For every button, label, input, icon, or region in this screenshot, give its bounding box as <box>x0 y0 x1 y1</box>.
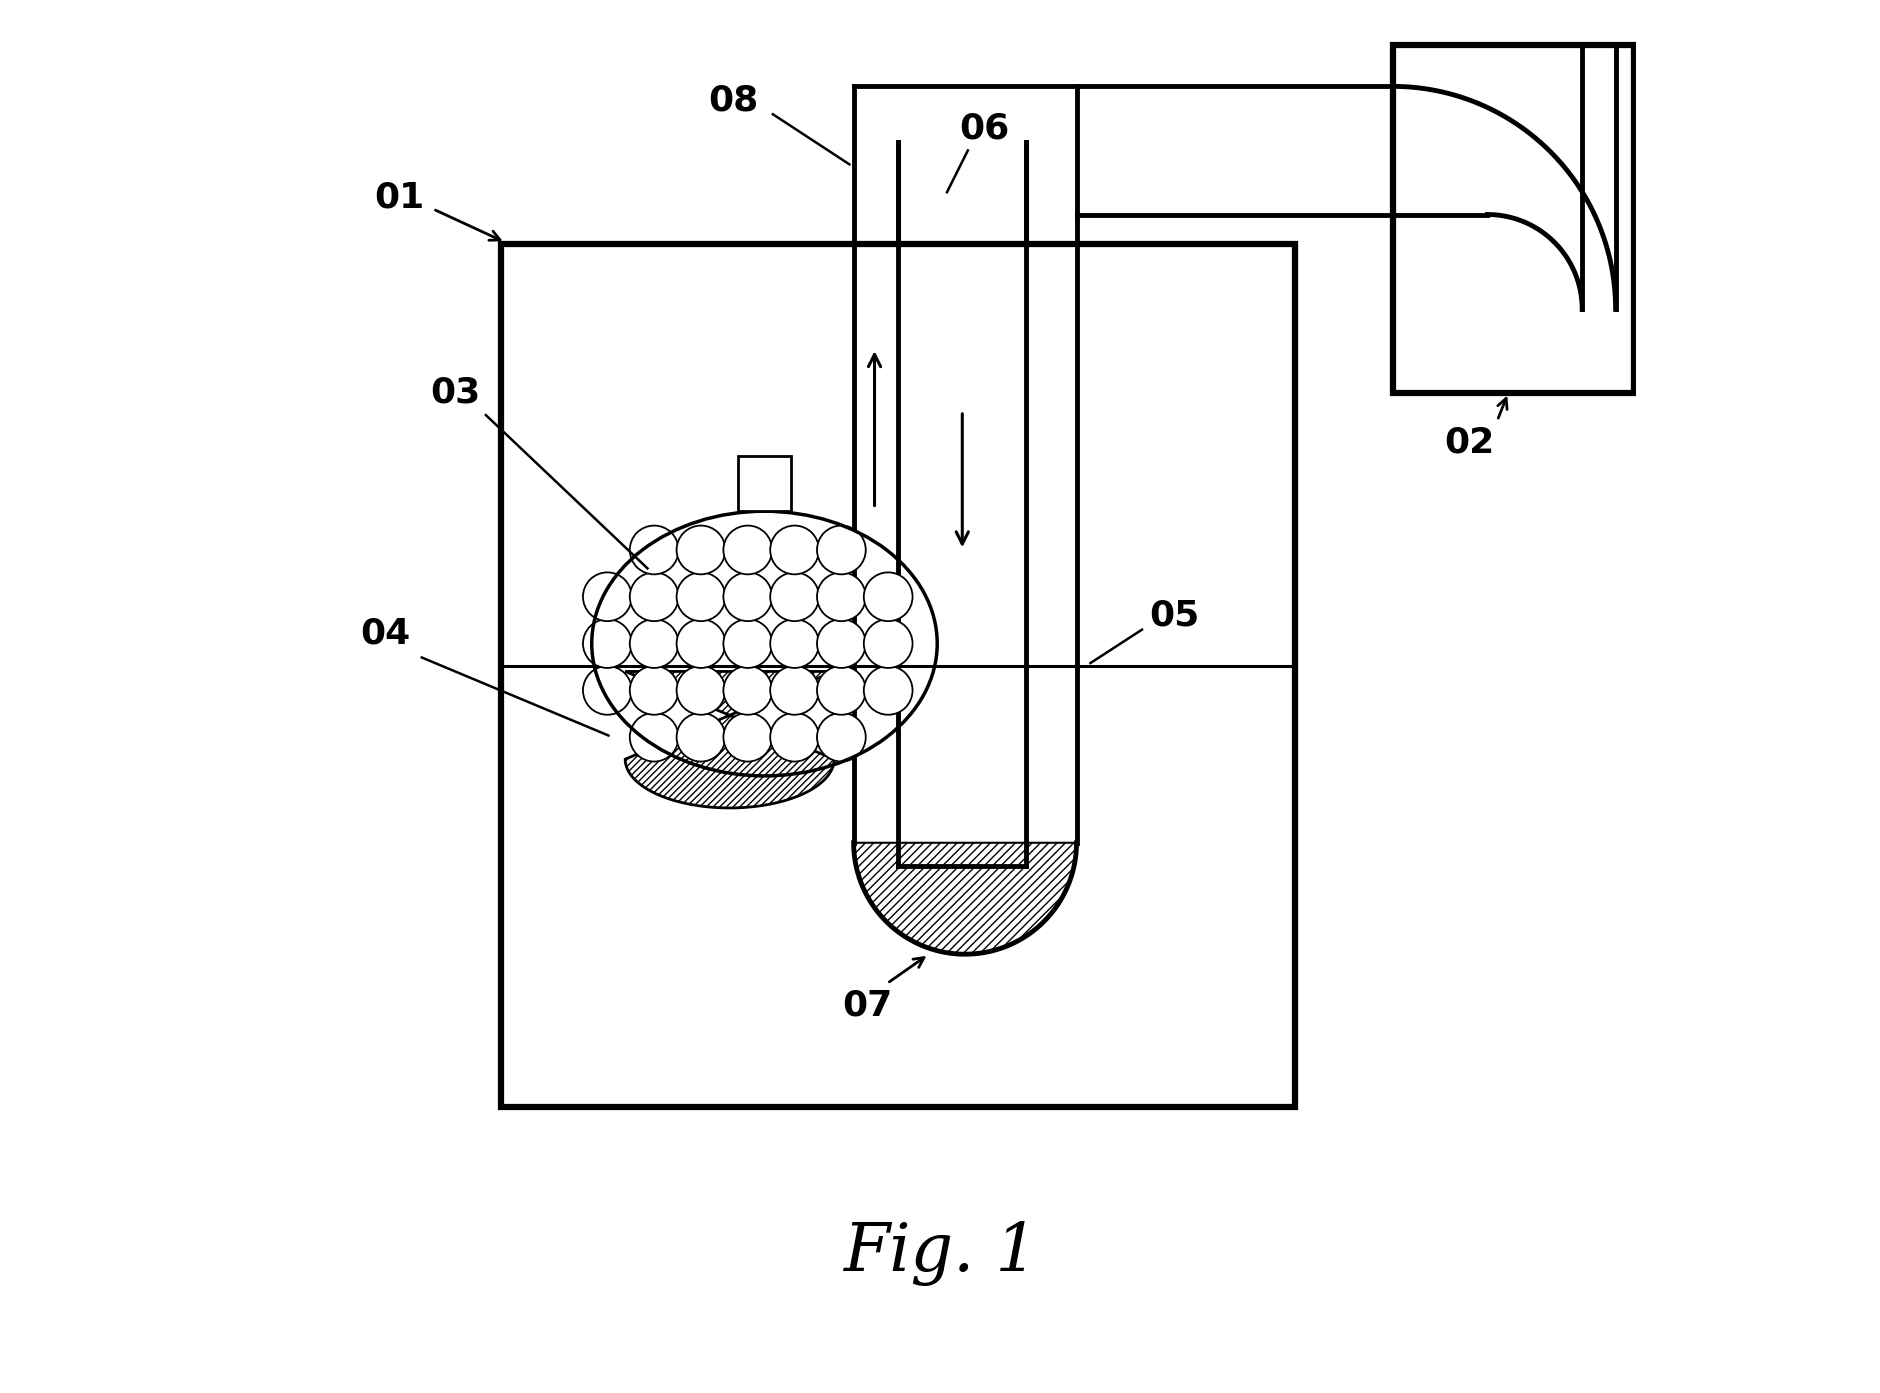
Circle shape <box>583 666 632 715</box>
Bar <box>502 244 1295 1107</box>
Circle shape <box>863 666 912 715</box>
Circle shape <box>630 525 679 574</box>
Bar <box>1393 45 1634 393</box>
Text: 02: 02 <box>1444 426 1495 460</box>
Circle shape <box>818 666 867 715</box>
Circle shape <box>724 713 773 762</box>
Text: 03: 03 <box>431 376 481 410</box>
Circle shape <box>630 666 679 715</box>
Text: 06: 06 <box>959 111 1010 145</box>
Circle shape <box>771 573 820 621</box>
Circle shape <box>630 573 679 621</box>
Circle shape <box>677 666 726 715</box>
Circle shape <box>818 618 867 667</box>
Text: 05: 05 <box>1149 599 1199 632</box>
Circle shape <box>630 618 679 667</box>
Polygon shape <box>854 843 1077 954</box>
Circle shape <box>771 666 820 715</box>
Circle shape <box>630 713 679 762</box>
Circle shape <box>724 573 773 621</box>
Circle shape <box>677 618 726 667</box>
Circle shape <box>724 666 773 715</box>
Text: 04: 04 <box>361 617 410 651</box>
Bar <box>739 456 791 511</box>
Circle shape <box>724 618 773 667</box>
Circle shape <box>818 713 867 762</box>
Circle shape <box>583 618 632 667</box>
Circle shape <box>771 525 820 574</box>
Polygon shape <box>626 671 835 808</box>
Circle shape <box>677 713 726 762</box>
Text: 01: 01 <box>374 181 425 215</box>
Text: Fig. 1: Fig. 1 <box>842 1222 1038 1286</box>
Circle shape <box>771 618 820 667</box>
Circle shape <box>863 618 912 667</box>
Circle shape <box>724 525 773 574</box>
Circle shape <box>583 573 632 621</box>
Circle shape <box>677 525 726 574</box>
Text: 08: 08 <box>709 84 760 117</box>
Text: 07: 07 <box>842 989 893 1022</box>
Circle shape <box>771 713 820 762</box>
Circle shape <box>818 525 867 574</box>
Circle shape <box>677 573 726 621</box>
Circle shape <box>818 573 867 621</box>
Circle shape <box>863 573 912 621</box>
